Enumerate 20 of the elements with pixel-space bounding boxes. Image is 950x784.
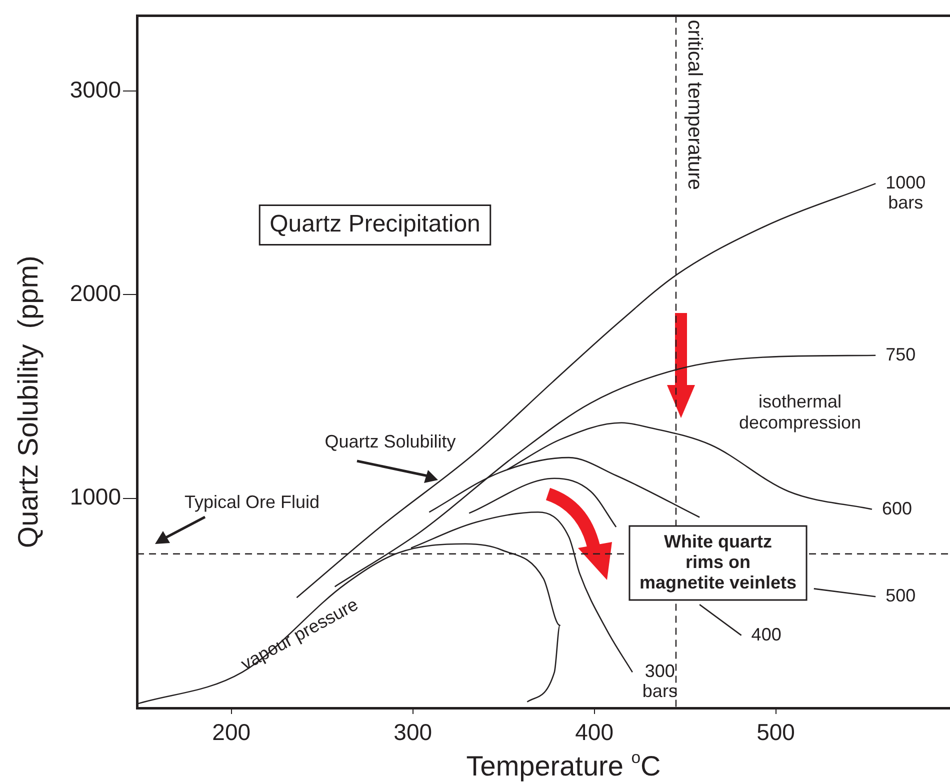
ref-line-label: critical temperature [683, 20, 706, 190]
annotation: Typical Ore Fluid [184, 492, 320, 512]
y-tick-label: 2000 [70, 280, 121, 306]
x-tick-label: 300 [394, 719, 432, 746]
series-label: 500 [886, 586, 916, 606]
y-axis-title: Quartz Solubility (ppm) [12, 256, 44, 548]
series-label: 1000 bars [886, 172, 926, 213]
annotation: Quartz Solubility [324, 431, 456, 452]
x-tick-label: 200 [212, 719, 251, 746]
series-label: 600 [882, 498, 912, 518]
x-tick-label: 400 [575, 719, 614, 746]
y-tick-label: 1000 [70, 484, 121, 510]
series-label: 300 bars [642, 661, 678, 702]
y-tick-label: 3000 [70, 76, 121, 102]
annotation: isothermal decompression [738, 392, 862, 432]
x-tick-label: 500 [756, 719, 795, 746]
annotation: White quartz rims on magnetite veinlets [639, 531, 797, 593]
annotation: Quartz Precipitation [270, 210, 480, 238]
series-label: 750 [886, 344, 916, 364]
series-label: 400 [751, 624, 782, 644]
